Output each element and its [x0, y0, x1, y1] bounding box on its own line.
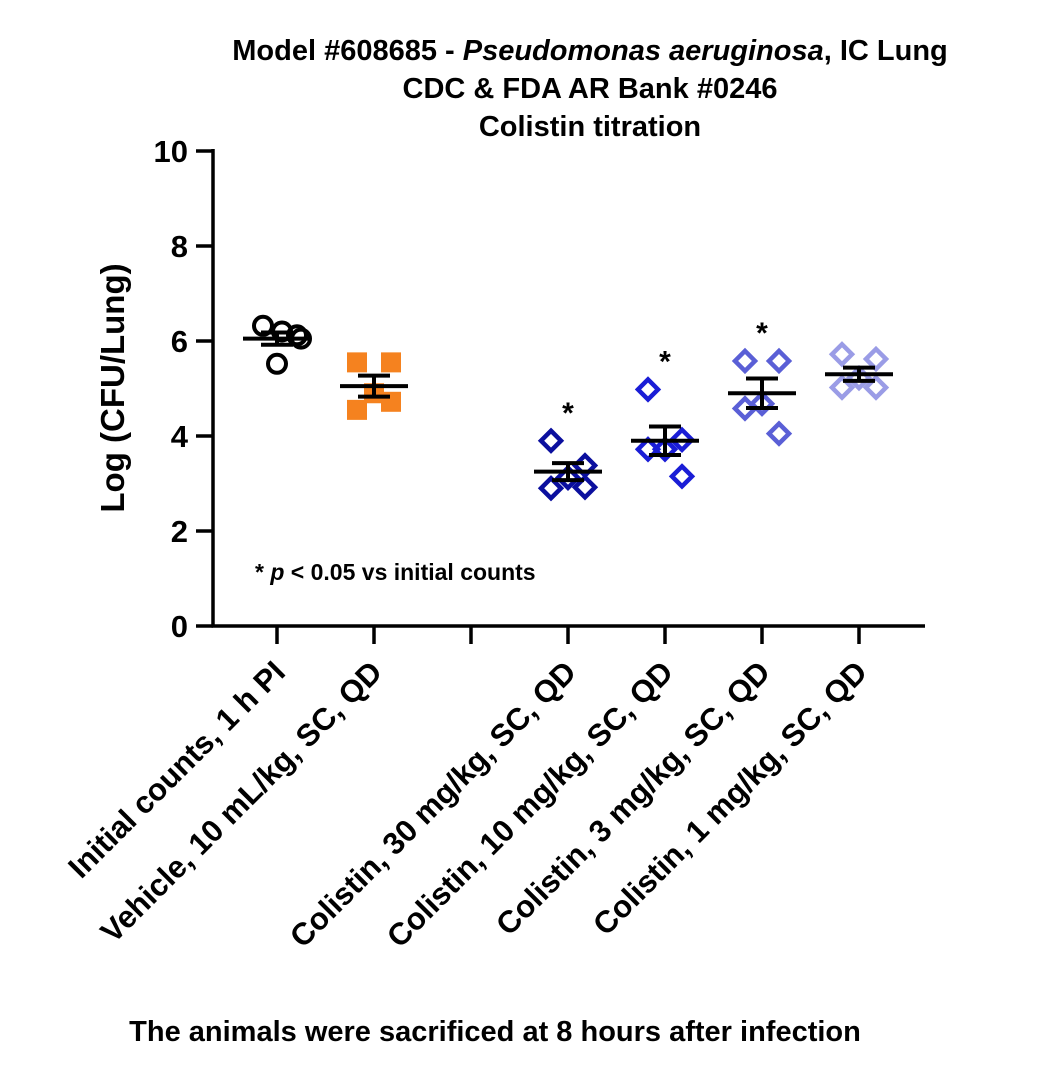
data-point [381, 352, 401, 373]
data-point [554, 464, 582, 491]
data-point [828, 374, 856, 401]
significance-star: * [756, 317, 768, 350]
data-point [651, 436, 679, 463]
y-tick-label: 8 [171, 229, 188, 264]
data-point [252, 314, 274, 337]
data-point [668, 463, 696, 490]
title-text: CDC & FDA AR Bank #0246 [402, 73, 778, 105]
data-point [634, 376, 662, 403]
data-point [347, 399, 367, 420]
data-point [862, 374, 890, 401]
data-point [731, 347, 759, 375]
data-point [862, 345, 890, 373]
data-point [828, 341, 856, 368]
data-point [347, 352, 367, 373]
title-text: Colistin titration [478, 111, 702, 143]
data-point [571, 474, 599, 501]
significance-star: * [562, 397, 574, 430]
chart-title-line-3: Colistin titration [160, 109, 1020, 145]
y-tick-label: 2 [171, 514, 188, 549]
significance-star: * [659, 345, 671, 378]
y-tick-label: 4 [171, 419, 189, 454]
title-suffix: , IC Lung [823, 35, 948, 67]
significance-note: * p < 0.05 vs initial counts [255, 559, 536, 585]
data-point [748, 390, 776, 417]
y-axis-label: Log (CFU/Lung) [94, 263, 131, 512]
data-point [537, 475, 565, 502]
y-tick-label: 6 [171, 324, 188, 359]
data-point [634, 436, 662, 463]
footer-note: The animals were sacrificed at 8 hours a… [129, 1016, 861, 1048]
title-text: Model #608685 - [232, 35, 463, 67]
data-point [765, 420, 793, 447]
y-tick-label: 10 [154, 134, 188, 169]
data-point [537, 427, 565, 454]
data-point [765, 347, 793, 375]
data-point [668, 426, 696, 453]
chart-title-line-1: Model #608685 - Pseudomonas aeruginosa, … [160, 33, 1020, 69]
y-tick-label: 0 [171, 609, 188, 644]
data-point [266, 352, 288, 375]
data-point [731, 395, 759, 422]
title-organism: Pseudomonas aeruginosa [462, 35, 824, 67]
chart-title-line-2: CDC & FDA AR Bank #0246 [160, 71, 1020, 107]
